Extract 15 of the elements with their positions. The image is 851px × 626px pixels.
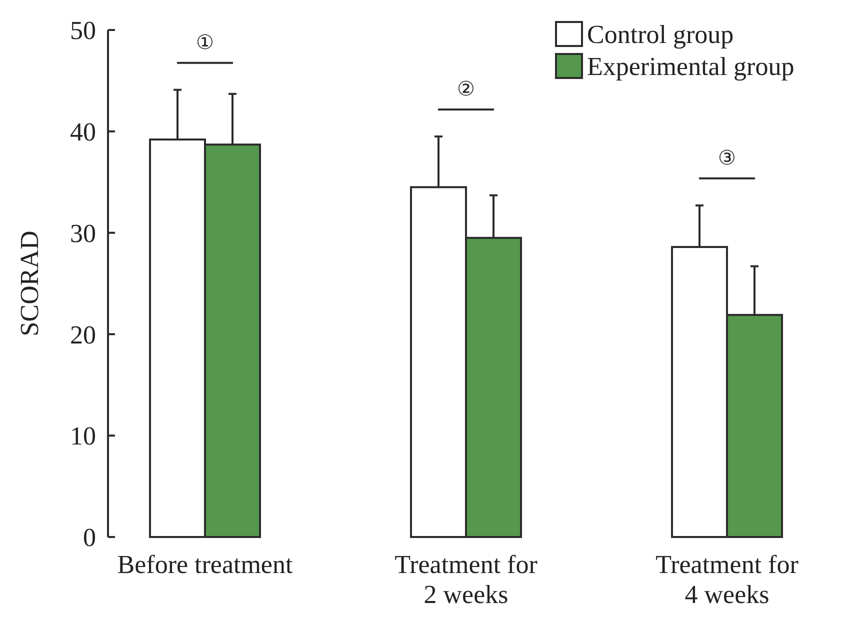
y-tick-label: 50 [70, 16, 96, 46]
y-tick-label: 0 [83, 523, 96, 552]
annotation: ② [457, 78, 475, 100]
legend-label: Experimental group [587, 52, 794, 82]
x-tick-label: Treatment for 2 weeks [394, 550, 538, 609]
y-tick-label: 10 [70, 422, 96, 451]
y-axis-title: SCORAD [15, 230, 44, 336]
y-tick-label: 40 [70, 118, 96, 146]
legend-label: Control group [587, 20, 734, 50]
y-tick-label: 30 [70, 218, 96, 248]
y-tick-label: 20 [70, 320, 96, 350]
x-tick-label: Treatment for 4 weeks [656, 550, 799, 609]
annotation: ③ [718, 147, 736, 170]
x-tick-label: Before treatment [117, 550, 294, 579]
annotation: ① [196, 32, 214, 54]
